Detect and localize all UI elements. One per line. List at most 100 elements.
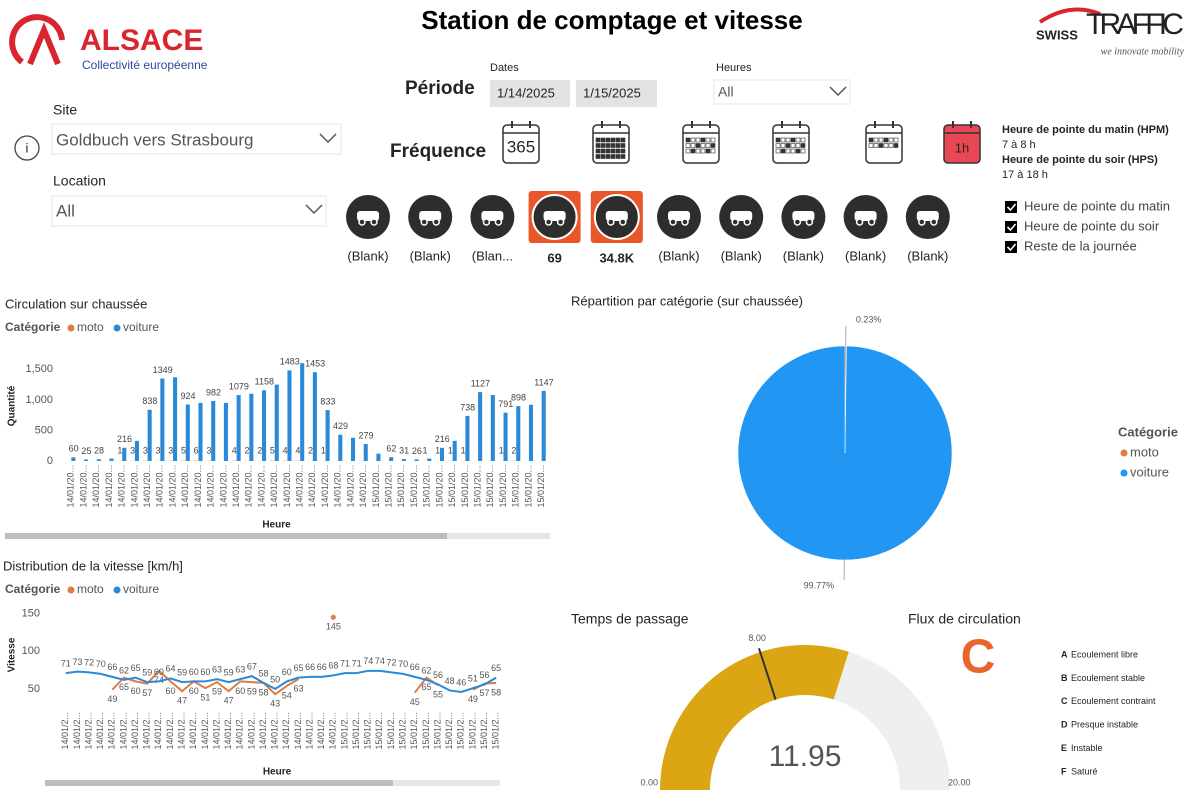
calendar-cell — [785, 148, 791, 154]
calendar-cell — [615, 143, 621, 148]
x-tick-label: 15/01/20... — [383, 465, 393, 508]
legend-dot — [113, 586, 121, 594]
data-label: 51 — [200, 693, 210, 703]
flux-text: Instable — [1071, 743, 1103, 753]
calendar-icon[interactable] — [502, 124, 540, 164]
flux-letter: F — [1061, 766, 1067, 776]
data-label: 3 — [143, 445, 148, 455]
wheel — [370, 218, 378, 226]
wheel — [432, 218, 440, 226]
data-label: 1 — [461, 445, 466, 455]
data-label: 65 — [293, 663, 303, 673]
bar — [160, 378, 165, 461]
x-tick-label: 15/01/2... — [386, 712, 396, 750]
flux-letter: A — [1061, 649, 1068, 659]
x-tick-label: 15/01/20... — [434, 465, 444, 508]
data-label: 71 — [61, 658, 71, 668]
calendar-cell — [780, 137, 786, 143]
bar — [439, 447, 445, 461]
calendar-cell — [695, 148, 701, 154]
calendar-cell — [605, 143, 611, 148]
card-label: 69 — [547, 250, 561, 265]
data-label: 1 — [435, 445, 440, 455]
data-label: 2 — [245, 445, 250, 455]
data-label: 51 — [468, 674, 478, 684]
data-label: 60 — [131, 686, 141, 696]
pie-slice — [737, 345, 953, 561]
location-dropdown[interactable] — [51, 195, 327, 227]
data-label: 66 — [305, 662, 315, 672]
legend-dot — [67, 586, 75, 594]
scrollbar-thumb[interactable] — [5, 533, 447, 539]
date-start-box[interactable] — [490, 80, 570, 107]
card-label: (Blan... — [472, 248, 513, 263]
flux-text: Ecoulement libre — [1071, 649, 1138, 659]
calendar-cell — [790, 148, 796, 154]
flux-letter: B — [1061, 673, 1068, 683]
calendar-cell — [685, 148, 691, 154]
info-icon[interactable] — [14, 135, 40, 161]
wheel — [669, 218, 677, 226]
x-tick-label: 14/01/2... — [130, 712, 140, 750]
x-tick-label: 15/01/2... — [363, 712, 373, 750]
peak-value: 17 à 18 h — [1002, 169, 1048, 181]
site-label: Site — [53, 102, 77, 118]
x-tick-label: 14/01/20... — [333, 465, 343, 508]
data-label: 49 — [468, 694, 478, 704]
x-tick-label: 14/01/2... — [142, 712, 152, 750]
checkbox[interactable] — [1005, 241, 1017, 253]
data-label: 216 — [435, 434, 450, 444]
data-label: 279 — [358, 430, 373, 440]
frequency-icons — [502, 121, 981, 164]
x-tick-label: 14/01/2... — [270, 712, 280, 750]
data-label: 60 — [235, 686, 245, 696]
x-tick-label: 14/01/20... — [256, 465, 266, 508]
data-label: 50 — [270, 674, 280, 684]
data-label: 5 — [270, 445, 275, 455]
bar — [236, 395, 241, 461]
data-label: 74 — [375, 656, 385, 666]
checkbox[interactable] — [1005, 221, 1017, 233]
data-label: 1 — [422, 445, 427, 455]
legend-label: voiture — [123, 320, 159, 334]
heures-dropdown[interactable] — [713, 79, 851, 105]
data-label: 66 — [317, 662, 327, 672]
wheel — [619, 218, 627, 226]
calendar-icon[interactable] — [943, 124, 981, 164]
calendar-cell — [700, 148, 706, 154]
page-title: Station de comptage et vitesse — [421, 5, 802, 35]
x-tick-label: 14/01/2... — [281, 712, 291, 750]
x-tick-label: 15/01/20... — [485, 465, 495, 508]
data-label: 1 — [117, 445, 122, 455]
calendar-cell — [888, 137, 894, 143]
calendar-cell — [620, 148, 626, 154]
data-label: 62 — [386, 444, 396, 454]
bar — [490, 395, 495, 461]
wheel — [793, 218, 802, 226]
calendar-cell — [878, 137, 884, 143]
site-dropdown[interactable] — [51, 123, 342, 155]
legend-label: voiture — [123, 582, 159, 596]
data-label: 982 — [206, 387, 221, 397]
x-tick-label: 14/01/2... — [95, 712, 105, 750]
data-label: 4 — [232, 445, 237, 455]
alsace-emblem-a — [27, 22, 61, 66]
bar — [211, 400, 216, 461]
flux-text: Presque instable — [1071, 720, 1138, 730]
bar — [96, 459, 101, 461]
checkbox[interactable] — [1005, 201, 1017, 213]
data-label: 71 — [340, 658, 350, 668]
calendar-cell — [695, 137, 701, 143]
x-tick-label: 14/01/20... — [218, 465, 228, 508]
bar — [325, 410, 330, 461]
calendar-cell — [605, 137, 611, 143]
data-label: 48 — [445, 676, 455, 686]
date-end-box[interactable] — [576, 80, 657, 107]
card-label: (Blank) — [907, 248, 948, 263]
calendar-cell — [800, 137, 806, 143]
scrollbar-thumb[interactable] — [45, 780, 393, 786]
alsace-emblem — [9, 14, 65, 65]
checkmark — [1006, 243, 1017, 252]
data-label: 1 — [321, 445, 326, 455]
